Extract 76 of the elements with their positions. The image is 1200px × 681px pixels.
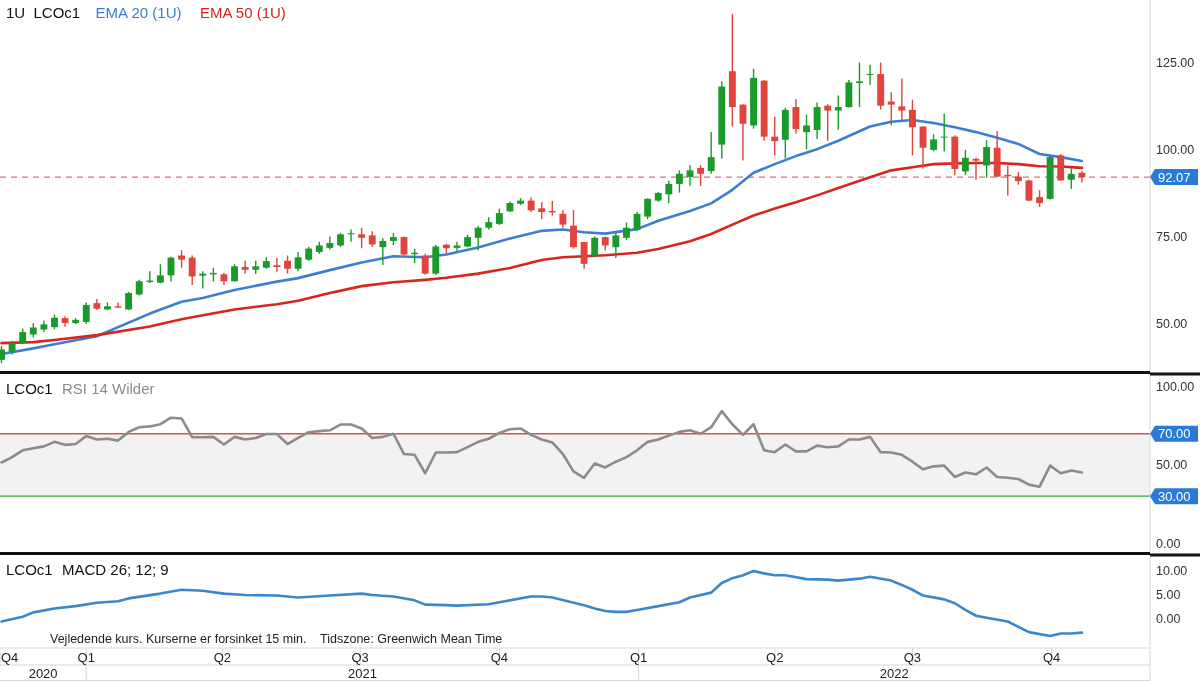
candlestick (908, 99, 916, 157)
chart-subtitle: MACD 26; 12; 9 (62, 561, 169, 578)
candlestick (82, 301, 90, 325)
candlestick (972, 157, 980, 181)
candlestick (612, 232, 620, 259)
line-series (0, 409, 1084, 488)
candlestick (803, 114, 810, 151)
y-tick-label: 125.00 (1156, 56, 1195, 71)
y-tick-label: 100.00 (1156, 380, 1195, 395)
candlestick (591, 235, 599, 258)
y-tick-label: 0.00 (1156, 536, 1181, 551)
candlestick (866, 63, 874, 86)
candlestick (834, 94, 842, 131)
x-tick-label: Q1 (629, 649, 648, 665)
x-tick-label: Q4 (1, 649, 19, 665)
annotation: Vejledende kurs. Kurserne er forsinket 15 min. Tidszone: Greenwich Mean Time (50, 632, 503, 646)
x-tick-label: Q1 (77, 649, 95, 665)
candlestick (887, 91, 895, 127)
line-series (0, 161, 1084, 345)
chart-title: LCOc1 (6, 380, 53, 397)
ref-line-label: 92.07 (1158, 169, 1191, 185)
text: 2022 (879, 666, 909, 681)
y-tick-label: 50.00 (1156, 458, 1188, 473)
candlestick (474, 225, 482, 252)
candlestick (771, 116, 779, 157)
candlestick (644, 197, 652, 220)
text: EMA 20 (1U) (95, 4, 182, 21)
candlestick (898, 77, 906, 121)
candlestick (125, 291, 133, 311)
x-tick-label: Q3 (351, 649, 369, 665)
x-tick-label: Q2 (213, 649, 232, 665)
candlestick (1067, 167, 1075, 190)
candlestick (570, 209, 577, 250)
chart-title: 1U LCOc1 (6, 4, 81, 21)
candlestick (358, 227, 366, 249)
candlestick (114, 301, 122, 309)
candlestick (856, 61, 863, 108)
candlestick (665, 180, 673, 204)
ref-line-label: 70.00 (1158, 426, 1191, 442)
y-tick-label: 10.00 (1156, 563, 1188, 578)
candlestick (961, 149, 969, 176)
candlestick (686, 164, 694, 187)
y-tick-label: 5.00 (1156, 588, 1181, 603)
candlestick (379, 237, 387, 266)
candlestick (983, 139, 991, 179)
candlestick (824, 103, 832, 142)
y-tick-label: 50.00 (1156, 316, 1188, 331)
candlestick (792, 98, 800, 135)
y-tick-label: 100.00 (1156, 143, 1195, 157)
x-tick-label: Q2 (766, 649, 784, 665)
text: 2021 (347, 666, 377, 681)
candlestick (326, 235, 334, 251)
candlestick (188, 254, 196, 286)
candlestick (421, 253, 429, 276)
text: 2020 (28, 666, 58, 681)
candlestick (813, 101, 821, 140)
candlestick (675, 169, 683, 194)
series-label: RSI 14 Wilder (62, 380, 155, 397)
candlestick (284, 254, 291, 275)
y-tick-label: 0.00 (1156, 612, 1181, 627)
x-tick-label: Q4 (490, 649, 509, 665)
x-tick-label: Q4 (1042, 649, 1061, 665)
y-tick-label: 75.00 (1156, 229, 1188, 244)
chart-title: LCOc1 (6, 561, 53, 578)
candlestick (707, 131, 715, 175)
text: EMA 50 (1U) (200, 4, 286, 21)
candlestick (697, 164, 705, 187)
candlestick (241, 260, 249, 275)
candlestick (940, 112, 948, 153)
ref-line-label: 30.00 (1158, 488, 1191, 504)
candlestick (580, 240, 588, 270)
candlestick (1078, 170, 1086, 184)
candlestick (294, 251, 302, 272)
x-tick-label: Q3 (903, 649, 922, 665)
candlestick (453, 240, 461, 253)
candlestick (273, 257, 281, 273)
